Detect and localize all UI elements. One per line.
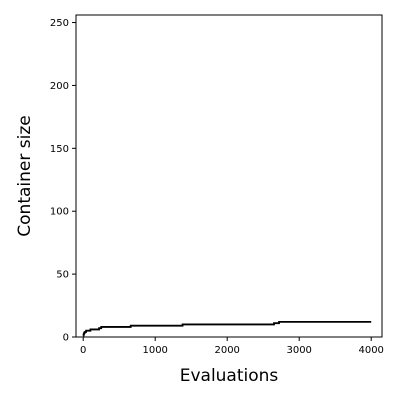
- y-axis-label: Container size: [15, 115, 35, 236]
- plot-frame: [75, 14, 383, 338]
- x-tick-label: 0: [80, 345, 86, 356]
- y-tick-label: 200: [50, 81, 69, 92]
- y-tick-label: 100: [50, 207, 69, 218]
- series-layer: [82, 321, 372, 337]
- y-tick-label: 50: [56, 270, 69, 281]
- plot-area: [75, 14, 383, 338]
- y-tick-label: 250: [50, 18, 69, 29]
- x-tick-label: 2000: [214, 345, 239, 356]
- x-tick-label: 4000: [358, 345, 383, 356]
- y-tick-label: 150: [50, 144, 69, 155]
- series-line: [82, 321, 372, 337]
- x-axis-label: Evaluations: [180, 366, 279, 386]
- x-tick-label: 1000: [142, 345, 167, 356]
- x-tick-label: 3000: [286, 345, 311, 356]
- x-axis-ticks: 0 1000 2000 3000 4000: [80, 337, 384, 356]
- y-tick-label: 0: [63, 333, 69, 344]
- y-axis-ticks: 0 50 100 150 200 250: [50, 18, 76, 344]
